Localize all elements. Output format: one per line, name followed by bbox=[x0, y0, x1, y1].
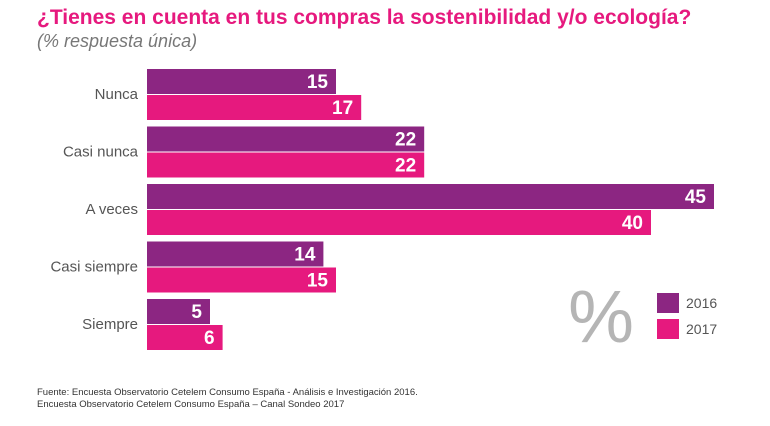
value-label: 17 bbox=[332, 98, 353, 119]
bars bbox=[147, 69, 714, 350]
value-label: 22 bbox=[395, 156, 416, 177]
category-label: Casi nunca bbox=[63, 144, 139, 161]
chart-subtitle: (% respuesta única) bbox=[37, 31, 198, 51]
category-label: Casi siempre bbox=[50, 259, 138, 276]
value-label: 14 bbox=[294, 245, 316, 266]
value-label: 5 bbox=[191, 302, 202, 323]
category-labels: Nunca Casi nunca A veces Casi siempre Siempr… bbox=[50, 86, 138, 333]
value-label: 15 bbox=[307, 72, 329, 93]
bar-2016 bbox=[147, 69, 336, 94]
category-label: Siempre bbox=[82, 316, 138, 333]
percent-symbol: % bbox=[568, 275, 634, 358]
bar-2017 bbox=[147, 152, 425, 178]
bar-2016 bbox=[147, 184, 714, 209]
category-label: Nunca bbox=[95, 86, 139, 103]
bar-2017 bbox=[147, 95, 362, 120]
value-label: 22 bbox=[395, 130, 416, 151]
value-label: 45 bbox=[685, 187, 707, 208]
bar-2017 bbox=[147, 325, 223, 350]
bar-2017 bbox=[147, 210, 651, 235]
value-label: 40 bbox=[622, 213, 643, 234]
chart-title: ¿Tienes en cuenta en tus compras la sost… bbox=[37, 6, 692, 29]
bar-2016 bbox=[147, 299, 210, 324]
source-line-1: Fuente: Encuesta Observatorio Cetelem Co… bbox=[37, 387, 418, 398]
bar-2016 bbox=[147, 241, 324, 267]
source-line-2: Encuesta Observatorio Cetelem Consumo Es… bbox=[37, 399, 345, 410]
legend-swatch-2016 bbox=[657, 293, 679, 313]
source-note: Fuente: Encuesta Observatorio Cetelem Co… bbox=[37, 387, 418, 411]
legend: 2016 2017 bbox=[657, 293, 717, 339]
category-label: A veces bbox=[85, 201, 138, 218]
value-label: 15 bbox=[307, 271, 329, 292]
legend-swatch-2017 bbox=[657, 319, 679, 339]
bar-2016 bbox=[147, 126, 425, 152]
legend-label: 2017 bbox=[686, 321, 717, 337]
legend-label: 2016 bbox=[686, 295, 717, 311]
value-label: 6 bbox=[204, 328, 215, 349]
bar-2017 bbox=[147, 267, 336, 293]
